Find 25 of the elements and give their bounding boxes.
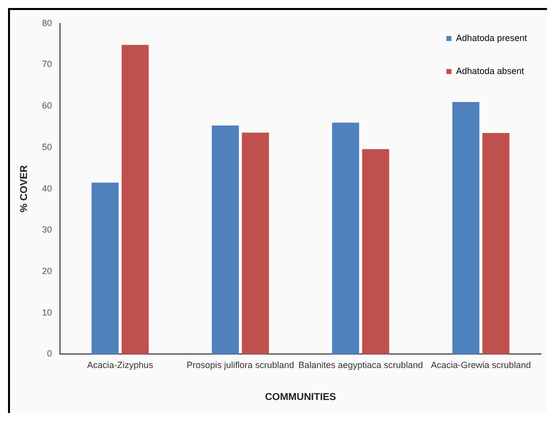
y-tick-label: 10	[42, 307, 52, 318]
bar	[332, 122, 360, 354]
x-tick-label: Acacia-Grewia scrubland	[430, 360, 531, 370]
x-tick-label: Prosopis juliflora scrubland	[186, 360, 294, 370]
bar	[92, 182, 119, 354]
y-tick-label: 20	[42, 266, 52, 276]
bar	[362, 149, 390, 354]
bar	[122, 44, 149, 354]
y-axis-title: % COVER	[18, 164, 30, 212]
y-tick-label: 50	[42, 142, 52, 152]
bar	[242, 132, 269, 354]
x-tick-label: Acacia-Zizyphus	[87, 360, 154, 370]
y-tick-label: 0	[46, 348, 52, 359]
bar	[212, 126, 239, 354]
y-tick-label: 30	[42, 224, 52, 235]
bar	[482, 132, 510, 354]
legend-label: Adhatoda present	[456, 32, 528, 43]
legend-label: Adhatoda absent	[456, 66, 524, 76]
x-axis-title: COMMUNITIES	[264, 392, 336, 403]
y-tick-label: 60	[42, 100, 52, 111]
y-tick-label: 70	[42, 59, 52, 70]
y-tick-label: 80	[42, 18, 52, 28]
bar	[452, 102, 480, 354]
x-tick-label: Balanites aegyptiaca scrubland	[298, 360, 423, 370]
y-tick-label: 40	[42, 183, 52, 194]
